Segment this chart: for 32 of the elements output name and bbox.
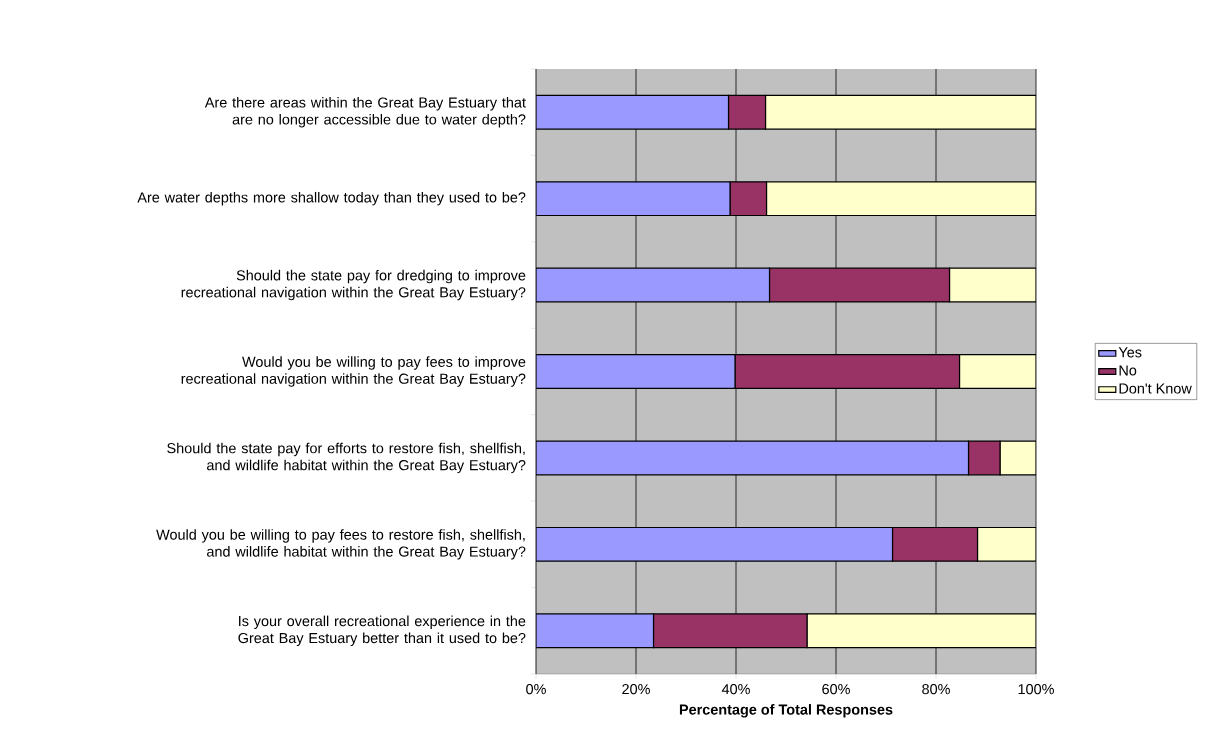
bar	[536, 526, 894, 562]
y-tick-label: Would you be willing to pay fees to restore fish, shellfish, and wildlife habitat within the Great Bay Estuary?	[156, 529, 526, 560]
bar	[948, 267, 1036, 303]
legend-label: Don't Know	[1119, 383, 1192, 394]
bar	[536, 354, 736, 389]
x-tick-label: 100%	[1018, 684, 1054, 695]
legend-label: No	[1119, 365, 1137, 376]
x-tick-label: 80%	[922, 684, 950, 695]
bar	[768, 267, 951, 303]
y-tick-label: Would you be willing to pay fees to improve recreational navigation within the Great Bay Estuary?	[181, 356, 526, 387]
bar	[536, 267, 771, 303]
bar	[764, 94, 1036, 130]
bar	[976, 526, 1036, 562]
y-tick-label: Should the state pay for dredging to improve recreational navigation within the Great Bay Estuary?	[181, 269, 526, 301]
legend-label: Yes	[1118, 347, 1142, 358]
bar	[536, 613, 655, 649]
bar	[536, 181, 731, 217]
bar	[536, 94, 730, 130]
bar	[958, 354, 1036, 389]
y-tick-label: Is your overall recreational experience in the Great Bay Estuary better than it used to be?	[238, 615, 526, 646]
bar	[536, 440, 970, 476]
x-tick-label: 40%	[721, 684, 750, 695]
bar	[806, 613, 1036, 649]
x-tick-label: 60%	[822, 684, 850, 695]
x-tick-label: 0%	[526, 684, 546, 695]
x-tick-label: 20%	[622, 684, 650, 695]
y-tick-label: Are water depths more shallow today than they used to be?	[137, 191, 526, 206]
bar	[999, 440, 1036, 476]
y-tick-label: Should the state pay for efforts to restore fish, shellfish, and wildlife habitat within the Great Bay Estuary?	[167, 442, 526, 474]
x-axis-title: Percentage of Total Responses	[679, 704, 893, 718]
bar	[765, 181, 1036, 217]
y-tick-label: Are there areas within the Great Bay Estuary that are no longer accessible due to water depth?	[204, 97, 526, 128]
